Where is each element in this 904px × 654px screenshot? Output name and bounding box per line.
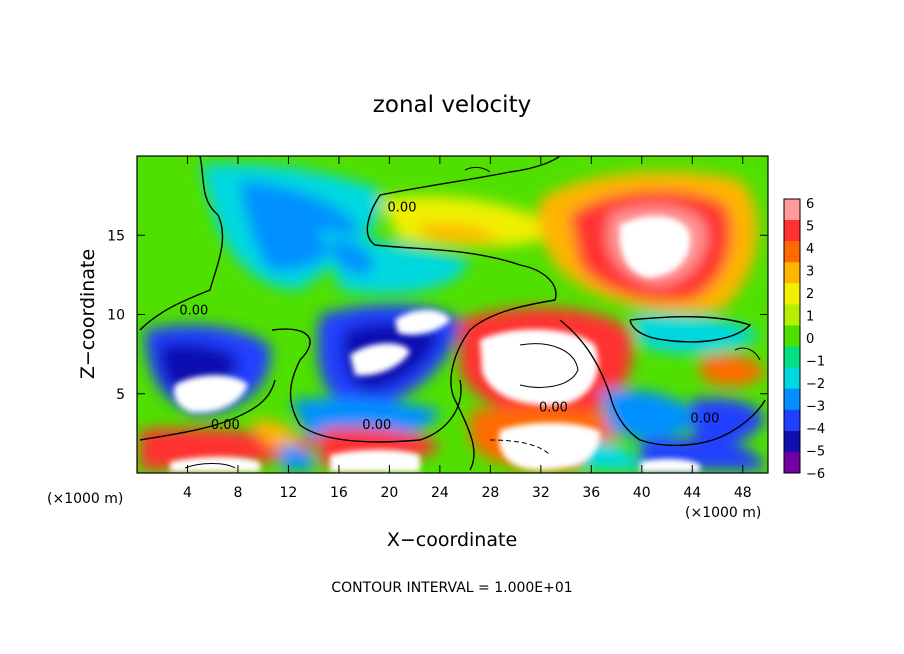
- colorbar-swatch: [784, 304, 800, 326]
- zero-contours: [139, 156, 766, 471]
- x-tick-label: 12: [280, 485, 298, 501]
- y-tick-label: 15: [107, 228, 125, 244]
- y-axis-label: Z−coordinate: [77, 249, 99, 379]
- contour-label: 0.00: [539, 400, 568, 415]
- x-tick-label: 36: [582, 485, 600, 501]
- y-tick-label: 10: [107, 308, 125, 324]
- x-unit-label: (×1000 m): [685, 505, 761, 521]
- x-tick-label: 16: [330, 485, 348, 501]
- contour-label: 0.00: [362, 418, 391, 433]
- chart-title: zonal velocity: [373, 92, 531, 118]
- colorbar-tick-label: 3: [806, 265, 814, 280]
- x-tick-label: 28: [481, 485, 499, 501]
- colorbar-tick-label: 5: [806, 220, 814, 235]
- contour-label: 0.00: [690, 412, 719, 427]
- contour-label: 0.00: [211, 418, 240, 433]
- colorbar-swatch: [784, 451, 800, 474]
- y-tick-label: 5: [116, 387, 125, 403]
- colorbar-swatch: [784, 409, 800, 432]
- contour-label: 0.00: [388, 201, 417, 216]
- colorbar-swatch: [784, 283, 800, 305]
- heatmap-field: [137, 156, 768, 473]
- colorbar-swatch: [784, 241, 800, 263]
- colorbar-swatch: [784, 262, 800, 284]
- x-tick-label: 4: [183, 485, 192, 501]
- x-tick-label: 40: [633, 485, 651, 501]
- x-axis-label: X−coordinate: [387, 529, 517, 551]
- colorbar-tick-label: −1: [806, 355, 825, 370]
- x-tick-label: 8: [233, 485, 242, 501]
- contour-labels: 0.00 0.00 0.00 0.00 0.00 0.00: [179, 201, 719, 433]
- colorbar-tick-label: 6: [806, 197, 814, 212]
- colorbar-frame: [783, 198, 801, 474]
- colorbar-tick-label: −3: [806, 400, 825, 415]
- colorbar: 6 5 4 3 2 1 0 −1 −2 −3 −4 −5 −6: [783, 197, 825, 482]
- colorbar-tick-label: −5: [806, 445, 825, 460]
- colorbar-swatch: [784, 199, 800, 221]
- y-unit-label: (×1000 m): [47, 491, 123, 507]
- colorbar-tick-label: −6: [806, 467, 825, 482]
- colorbar-tick-label: 2: [806, 287, 814, 302]
- x-tick-label: 24: [431, 485, 449, 501]
- x-tick-label: 44: [683, 485, 701, 501]
- colorbar-tick-label: 1: [806, 310, 814, 325]
- colorbar-swatch: [784, 325, 800, 348]
- x-axis: 4 8 12 16 20 24 28 32 36 40 44 48: [183, 156, 752, 501]
- x-tick-label: 20: [380, 485, 398, 501]
- colorbar-tick-label: −4: [806, 422, 825, 437]
- colorbar-tick-label: 4: [806, 242, 814, 257]
- x-tick-label: 48: [734, 485, 752, 501]
- colorbar-swatch: [784, 388, 800, 411]
- colorbar-tick-label: −2: [806, 377, 825, 392]
- x-tick-label: 32: [532, 485, 550, 501]
- contour-interval-note: CONTOUR INTERVAL = 1.000E+01: [331, 580, 572, 596]
- contour-label: 0.00: [179, 304, 208, 319]
- colorbar-swatch: [784, 346, 800, 369]
- colorbar-swatch: [784, 367, 800, 390]
- colorbar-tick-label: 0: [806, 332, 814, 347]
- colorbar-swatch: [784, 430, 800, 453]
- colorbar-swatch: [784, 220, 800, 242]
- y-axis: 5 10 15: [107, 228, 768, 403]
